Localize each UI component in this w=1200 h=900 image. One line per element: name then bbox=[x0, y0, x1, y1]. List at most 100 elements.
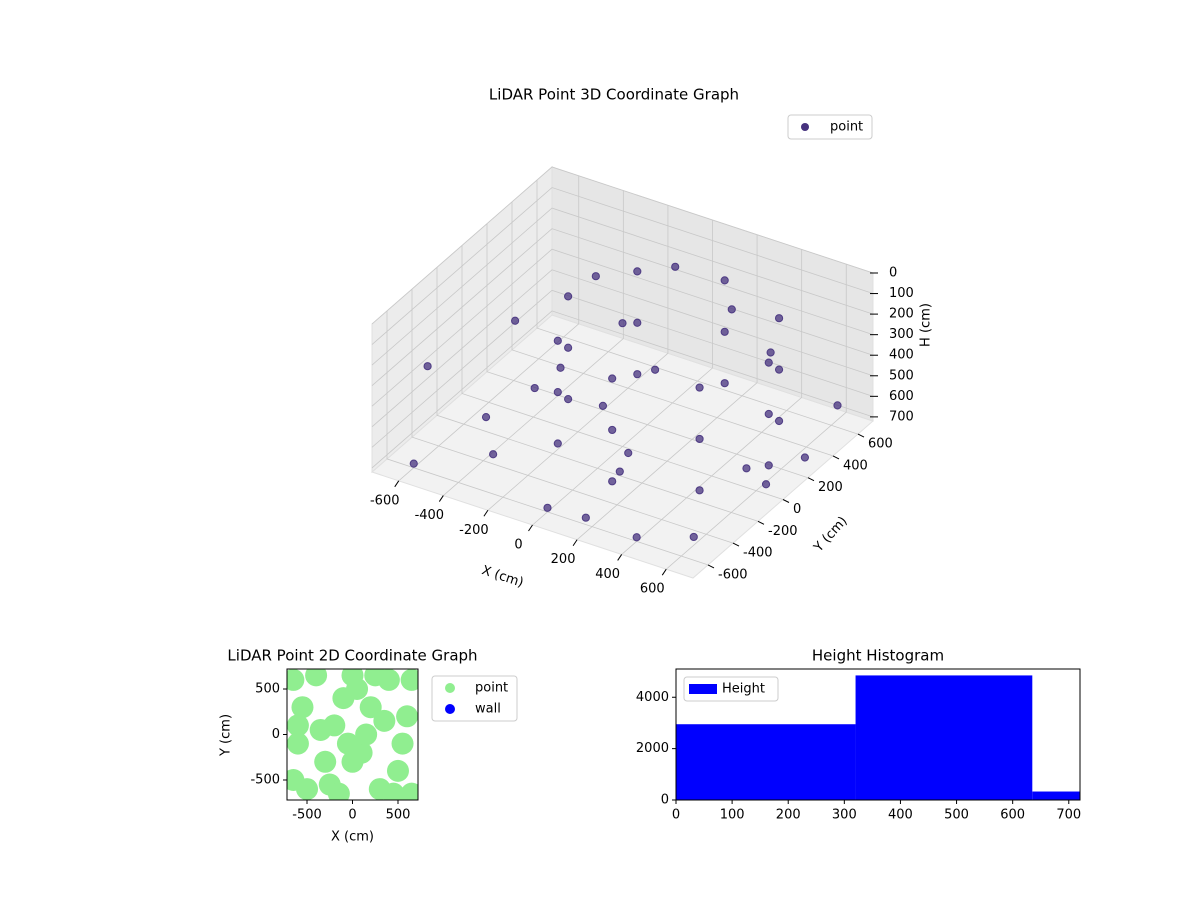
point bbox=[761, 480, 771, 489]
x-grid-line bbox=[398, 175, 580, 482]
point bbox=[355, 723, 378, 746]
bar bbox=[1032, 791, 1080, 800]
x-tick-label: 0 bbox=[672, 808, 680, 823]
point bbox=[618, 319, 627, 328]
point bbox=[598, 401, 608, 410]
point bbox=[764, 409, 773, 419]
point bbox=[396, 705, 418, 728]
z-grid-line bbox=[371, 310, 874, 469]
z-grid-line bbox=[371, 166, 874, 325]
y-tick bbox=[857, 433, 865, 438]
point bbox=[689, 532, 698, 542]
chart-title: LiDAR Point 2D Coordinate Graph bbox=[227, 647, 477, 665]
point bbox=[373, 709, 396, 732]
point bbox=[766, 348, 775, 357]
x-tick-label: 100 bbox=[720, 808, 745, 823]
x-tick-label: 400 bbox=[888, 808, 913, 823]
point bbox=[764, 358, 773, 367]
y-grid-line bbox=[386, 310, 709, 566]
point bbox=[742, 464, 751, 473]
point bbox=[632, 533, 641, 542]
point bbox=[359, 696, 382, 719]
x-tick bbox=[394, 480, 400, 488]
z-grid-line bbox=[371, 269, 874, 428]
y-tick-label: 0 bbox=[793, 502, 801, 517]
point bbox=[382, 782, 405, 800]
y-tick bbox=[707, 564, 715, 569]
y-tick-label: 0 bbox=[661, 793, 669, 808]
legend-marker bbox=[445, 704, 455, 714]
y-tick bbox=[782, 499, 790, 503]
legend-marker bbox=[445, 683, 455, 693]
point bbox=[720, 276, 729, 285]
axes-frame bbox=[675, 668, 1081, 801]
x-grid-line bbox=[487, 205, 669, 511]
point bbox=[633, 318, 642, 327]
x-grid-line bbox=[443, 190, 624, 496]
z-tick-label: 0 bbox=[889, 266, 897, 281]
x-axis-label: X (cm) bbox=[331, 830, 374, 845]
x-tick-label: 200 bbox=[551, 552, 576, 567]
point bbox=[720, 327, 729, 336]
point bbox=[727, 305, 736, 314]
x-tick-label: -600 bbox=[370, 493, 400, 508]
point bbox=[341, 750, 364, 773]
chart-title: LiDAR Point 3D Coordinate Graph bbox=[489, 86, 739, 104]
y-axis-label: Y (cm) bbox=[219, 714, 234, 757]
y-grid-line bbox=[511, 201, 834, 457]
y-grid-line bbox=[436, 267, 759, 522]
y-tick-label: 0 bbox=[272, 727, 280, 742]
point bbox=[774, 314, 784, 323]
point bbox=[800, 453, 809, 462]
x-axis-label: X (cm) bbox=[480, 563, 526, 591]
x-tick bbox=[617, 554, 623, 561]
x-tick-label: 200 bbox=[776, 808, 801, 823]
x-tick-label: 0 bbox=[514, 538, 522, 553]
z-grid-line bbox=[371, 207, 874, 366]
point bbox=[386, 759, 409, 782]
point bbox=[615, 467, 624, 476]
x-tick-label: 600 bbox=[1000, 808, 1025, 823]
x-tick-label: 600 bbox=[640, 582, 665, 597]
point bbox=[530, 383, 539, 393]
legend-marker bbox=[689, 684, 717, 694]
x-tick-label: 0 bbox=[348, 808, 356, 823]
point bbox=[553, 336, 562, 345]
x-tick-label: -400 bbox=[415, 508, 445, 523]
y-axis-label: Y (cm) bbox=[811, 514, 851, 556]
legend-box bbox=[683, 676, 779, 702]
y-tick-label: -500 bbox=[250, 772, 280, 787]
z-tick-label: 500 bbox=[889, 368, 914, 383]
point bbox=[556, 363, 565, 372]
point bbox=[591, 272, 600, 281]
legend-label: point bbox=[475, 681, 508, 696]
point bbox=[391, 732, 414, 755]
y-tick-label: -400 bbox=[743, 546, 773, 561]
legend-marker bbox=[801, 123, 809, 131]
x-tick-label: 400 bbox=[595, 567, 620, 582]
legend-label: wall bbox=[475, 702, 501, 717]
z-grid-line bbox=[371, 248, 874, 407]
z-tick-label: 400 bbox=[889, 348, 914, 363]
x-grid-line bbox=[532, 220, 713, 526]
point bbox=[296, 778, 319, 800]
point bbox=[608, 374, 617, 383]
legend-box bbox=[787, 114, 873, 140]
point bbox=[695, 486, 704, 495]
point bbox=[327, 782, 350, 800]
point bbox=[409, 459, 418, 468]
y-tick-label: -200 bbox=[768, 524, 798, 539]
z-axis-label: H (cm) bbox=[919, 303, 934, 347]
point bbox=[581, 513, 590, 522]
legend-label: Height bbox=[722, 682, 765, 697]
point bbox=[633, 267, 642, 276]
point bbox=[287, 669, 305, 691]
y-grid-line bbox=[411, 289, 734, 544]
point bbox=[364, 669, 387, 687]
point bbox=[553, 388, 562, 397]
y-tick bbox=[832, 455, 840, 460]
point bbox=[553, 439, 562, 448]
x-tick bbox=[528, 524, 533, 532]
point bbox=[291, 696, 314, 719]
x-tick-label: 700 bbox=[1056, 808, 1081, 823]
